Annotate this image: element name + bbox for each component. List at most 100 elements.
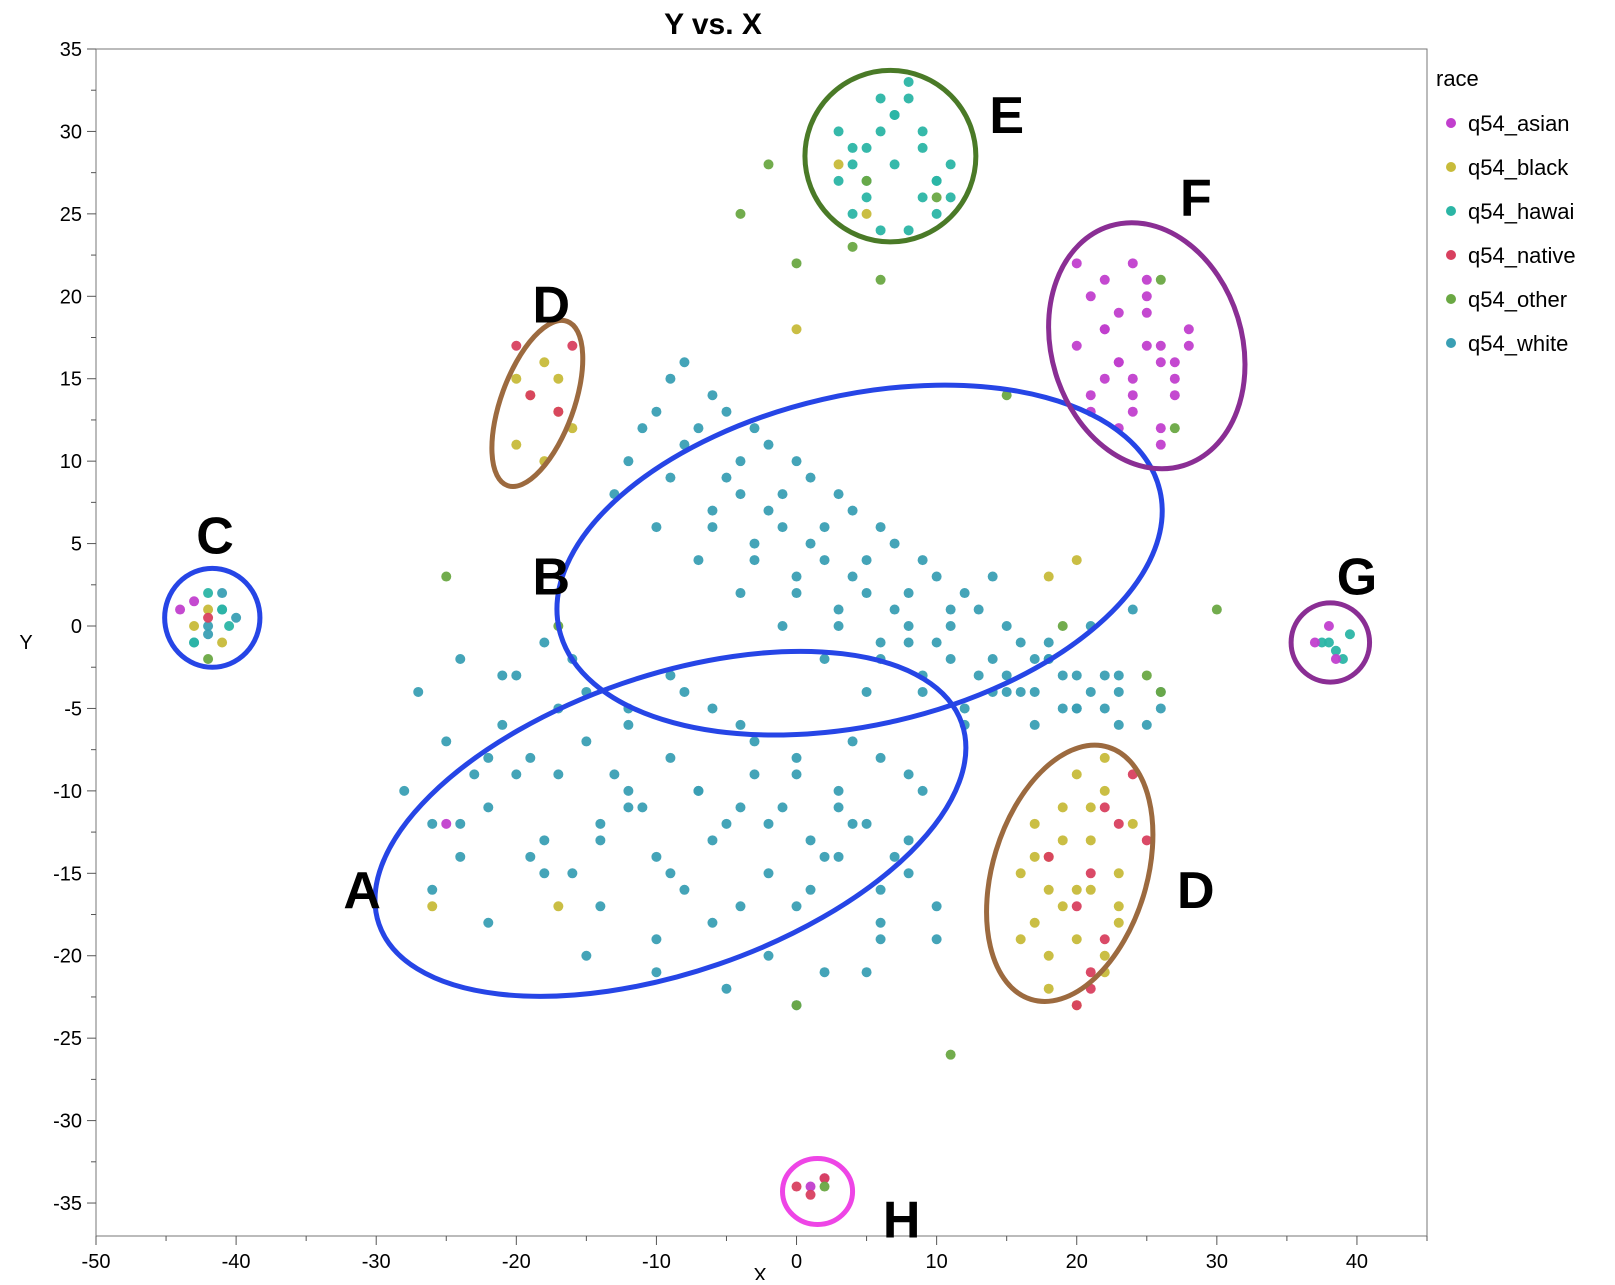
data-point (1085, 390, 1096, 401)
data-point (861, 686, 872, 697)
data-point (847, 142, 858, 153)
data-point (777, 621, 788, 632)
data-point (1113, 686, 1124, 697)
data-point (1169, 373, 1180, 384)
data-point (1323, 637, 1334, 648)
data-point (1043, 884, 1054, 895)
data-point (861, 555, 872, 566)
x-tick-label: -40 (222, 1251, 251, 1273)
x-tick-label: 10 (926, 1251, 948, 1273)
data-point (889, 604, 900, 615)
data-point (455, 851, 466, 862)
data-point (483, 752, 494, 763)
data-point (1085, 967, 1096, 978)
data-point (651, 934, 662, 945)
data-point (189, 621, 200, 632)
data-point (973, 670, 984, 681)
data-point (1183, 340, 1194, 351)
legend-label: q54_hawai (1468, 199, 1574, 224)
x-tick-label: -10 (642, 1251, 671, 1273)
data-point (693, 785, 704, 796)
y-tick-label: 30 (60, 121, 82, 143)
data-point (847, 571, 858, 582)
data-point (1071, 769, 1082, 780)
data-point (567, 868, 578, 879)
data-point (875, 225, 886, 236)
y-tick-label: -35 (53, 1193, 82, 1215)
y-tick-label: 25 (60, 204, 82, 226)
data-point (721, 472, 732, 483)
series-q54_hawai (189, 76, 1355, 664)
data-point (1099, 324, 1110, 335)
data-point (511, 769, 522, 780)
data-point (511, 373, 522, 384)
data-point (735, 588, 746, 599)
data-point (1071, 901, 1082, 912)
y-tick-label: -5 (64, 698, 82, 720)
plot-frame (95, 48, 1428, 1237)
cluster-label-D: D (533, 277, 571, 335)
data-point (805, 884, 816, 895)
data-point (1113, 670, 1124, 681)
data-point (833, 126, 844, 137)
data-point (665, 868, 676, 879)
data-point (791, 456, 802, 467)
data-point (791, 901, 802, 912)
data-point (665, 472, 676, 483)
data-point (189, 637, 200, 648)
data-point (665, 752, 676, 763)
data-point (441, 736, 452, 747)
data-point (931, 208, 942, 219)
data-point (791, 752, 802, 763)
legend-marker (1446, 294, 1456, 304)
data-point (889, 109, 900, 120)
data-point (203, 621, 214, 632)
data-point (1015, 637, 1026, 648)
data-point (1043, 983, 1054, 994)
y-tick-label: -30 (53, 1111, 82, 1133)
data-point (1071, 1000, 1082, 1011)
data-point (1141, 670, 1152, 681)
data-point (1155, 357, 1166, 368)
data-point (1141, 340, 1152, 351)
data-point (1057, 802, 1068, 813)
data-point (805, 1189, 816, 1200)
data-point (525, 851, 536, 862)
data-point (455, 818, 466, 829)
data-point (917, 126, 928, 137)
data-point (1141, 719, 1152, 730)
data-point (581, 736, 592, 747)
data-point (679, 439, 690, 450)
data-point (1155, 703, 1166, 714)
data-point (931, 934, 942, 945)
data-point (623, 719, 634, 730)
data-point (791, 571, 802, 582)
data-point (861, 175, 872, 186)
data-point (693, 555, 704, 566)
data-point (595, 901, 606, 912)
data-point (973, 604, 984, 615)
legend-marker (1446, 338, 1456, 348)
data-point (1127, 406, 1138, 417)
y-tick-label: 20 (60, 286, 82, 308)
data-point (413, 686, 424, 697)
data-point (707, 505, 718, 516)
data-point (889, 159, 900, 170)
data-point (1211, 604, 1222, 615)
cluster-ellipse-B (554, 382, 1165, 738)
data-point (1113, 818, 1124, 829)
cluster-ellipse-D (489, 317, 586, 489)
data-point (1057, 703, 1068, 714)
data-point (1127, 390, 1138, 401)
data-point (735, 208, 746, 219)
data-point (791, 1000, 802, 1011)
legend-marker (1446, 250, 1456, 260)
data-point (847, 241, 858, 252)
data-point (1043, 637, 1054, 648)
data-point (833, 851, 844, 862)
data-point (1113, 719, 1124, 730)
data-point (427, 901, 438, 912)
data-point (1029, 851, 1040, 862)
data-point (735, 719, 746, 730)
data-point (763, 505, 774, 516)
